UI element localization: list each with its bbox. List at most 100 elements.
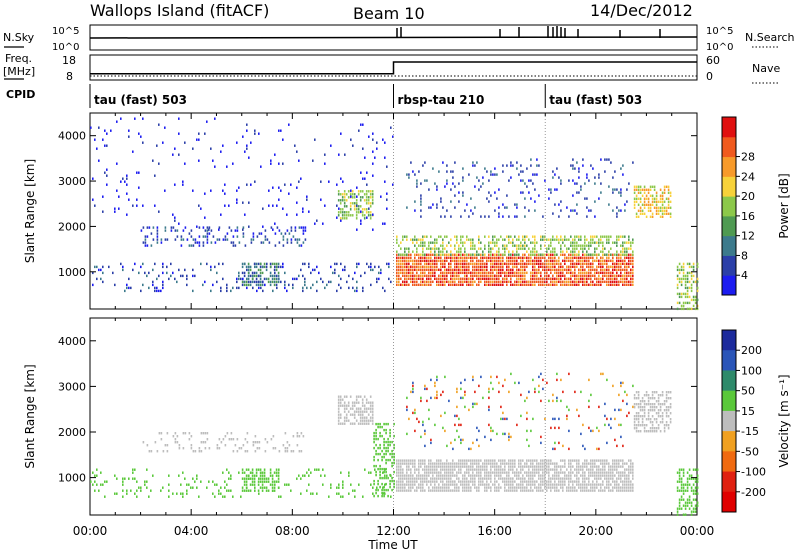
scatter-cell	[524, 215, 526, 218]
scatter-cell	[647, 409, 650, 412]
scatter-cell	[653, 430, 656, 433]
scatter-cell	[488, 256, 490, 259]
scatter-cell	[372, 213, 374, 216]
scatter-cell	[600, 158, 602, 161]
scatter-cell	[359, 422, 362, 425]
scatter-cell	[484, 474, 486, 477]
scatter-cell	[386, 474, 388, 477]
scatter-cell	[647, 415, 650, 418]
scatter-cell	[452, 447, 454, 451]
scatter-cell	[542, 459, 544, 462]
scatter-cell	[296, 150, 298, 153]
scatter-cell	[386, 165, 388, 168]
cpid-strip: CPID tau (fast) 503 rbsp-tau 210 tau (fast…	[6, 84, 642, 108]
scatter-cell	[257, 483, 260, 486]
scatter-cell	[466, 480, 468, 483]
scatter-cell	[548, 256, 550, 259]
scatter-cell	[624, 480, 626, 483]
scatter-cell	[610, 259, 612, 262]
scatter-cell	[630, 280, 632, 283]
scatter-cell	[532, 417, 534, 421]
scatter-cell	[518, 486, 520, 489]
scatter-cell	[440, 262, 442, 265]
scatter-cell	[530, 262, 532, 265]
scatter-cell	[580, 274, 582, 277]
scatter-cell	[350, 138, 352, 141]
scatter-cell	[568, 489, 570, 492]
scatter-cell	[516, 238, 518, 241]
scatter-cell	[490, 280, 492, 283]
scatter-cell	[450, 188, 452, 191]
scatter-cell	[578, 465, 580, 468]
scatter-cell	[620, 268, 622, 271]
scatter-cell	[408, 262, 410, 265]
scatter-cell	[626, 274, 628, 277]
scatter-cell	[393, 470, 395, 474]
scatter-cell	[512, 253, 514, 256]
scatter-cell	[418, 253, 420, 256]
scatter-cell	[618, 268, 620, 271]
scatter-cell	[514, 474, 516, 477]
scatter-cell	[514, 489, 516, 492]
scatter-cell	[520, 480, 522, 483]
scatter-cell	[655, 400, 658, 403]
scatter-cell	[488, 405, 490, 409]
scatter-cell	[456, 465, 458, 468]
scatter-cell	[610, 274, 612, 277]
scatter-cell	[242, 235, 245, 238]
scatter-cell	[550, 486, 552, 489]
scatter-cell	[255, 271, 258, 275]
scatter-cell	[526, 396, 528, 400]
scatter-cell	[694, 301, 697, 305]
scatter-cell	[200, 432, 203, 435]
scatter-cell	[522, 268, 524, 271]
scatter-cell	[426, 280, 428, 283]
scatter-cell	[416, 477, 418, 480]
scatter-cell	[254, 435, 257, 438]
scatter-cell	[639, 409, 642, 412]
scatter-cell	[528, 465, 530, 468]
scatter-cell	[414, 280, 416, 283]
scatter-cell	[663, 400, 666, 403]
scatter-cell	[212, 480, 214, 483]
scatter-cell	[534, 173, 536, 176]
scatter-cell	[406, 247, 408, 250]
scatter-cell	[637, 415, 640, 418]
scatter-cell	[296, 201, 298, 204]
scatter-cell	[498, 188, 500, 191]
scatter-cell	[659, 188, 662, 191]
scatter-cell	[406, 238, 408, 241]
scatter-cell	[478, 444, 480, 448]
scatter-cell	[490, 375, 492, 379]
scatter-cell	[94, 489, 96, 492]
scatter-cell	[156, 238, 159, 241]
scatter-cell	[626, 188, 628, 191]
scatter-cell	[526, 489, 528, 492]
scatter-cell	[596, 426, 598, 430]
scatter-cell	[262, 207, 264, 210]
scatter-cell	[655, 200, 658, 203]
scatter-cell	[608, 268, 610, 271]
scatter-cell	[562, 265, 564, 268]
scatter-cell	[494, 480, 496, 483]
scatter-cell	[377, 479, 379, 483]
scatter-cell	[576, 477, 578, 480]
scatter-cell	[381, 455, 383, 459]
scatter-cell	[363, 422, 366, 425]
scatter-cell	[424, 387, 426, 391]
scatter-cell	[430, 253, 432, 256]
scatter-cell	[524, 471, 526, 474]
scatter-cell	[220, 150, 222, 153]
scatter-cell	[448, 477, 450, 480]
scatter-cell	[398, 477, 400, 480]
scatter-cell	[550, 238, 552, 241]
scatter-cell	[182, 180, 184, 183]
scatter-cell	[414, 477, 416, 480]
scatter-cell	[430, 396, 432, 400]
scatter-cell	[246, 277, 248, 281]
scatter-cell	[432, 465, 434, 468]
scatter-cell	[243, 480, 246, 483]
scatter-cell	[241, 262, 244, 266]
scatter-cell	[570, 462, 572, 465]
scatter-cell	[524, 235, 526, 238]
